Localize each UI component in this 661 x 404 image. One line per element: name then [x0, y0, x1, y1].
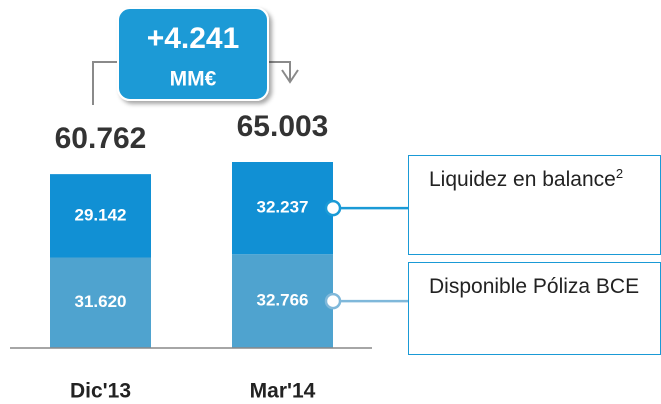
value-label: 31.620: [75, 292, 127, 311]
bar-segment: [232, 162, 333, 255]
legend-label: Disponible Póliza BCE: [429, 275, 640, 298]
connector-dot: [324, 292, 342, 310]
value-label: 29.142: [75, 205, 127, 224]
total-label: 65.003: [237, 110, 329, 143]
legend-item: Liquidez en balance2: [408, 155, 661, 255]
annotation-value: +4.241: [147, 22, 240, 55]
x-tick-label: Dic'13: [70, 380, 131, 403]
bar-segment: [232, 254, 333, 348]
value-label: 32.237: [257, 198, 309, 217]
value-label: 32.766: [257, 291, 309, 310]
arrow: [281, 69, 299, 84]
bracket: [92, 61, 291, 105]
legend-item: Disponible Póliza BCE: [408, 262, 661, 355]
total-label: 60.762: [55, 122, 147, 155]
connector-dot: [324, 199, 342, 217]
bar-segment: [50, 257, 151, 348]
bar-segment: [50, 174, 151, 258]
annotation-box: [117, 7, 269, 101]
x-tick-label: Mar'14: [250, 380, 316, 403]
annotation-unit: MM€: [170, 68, 217, 91]
legend-label: Liquidez en balance: [429, 168, 616, 191]
footnote: 2: [615, 166, 624, 181]
